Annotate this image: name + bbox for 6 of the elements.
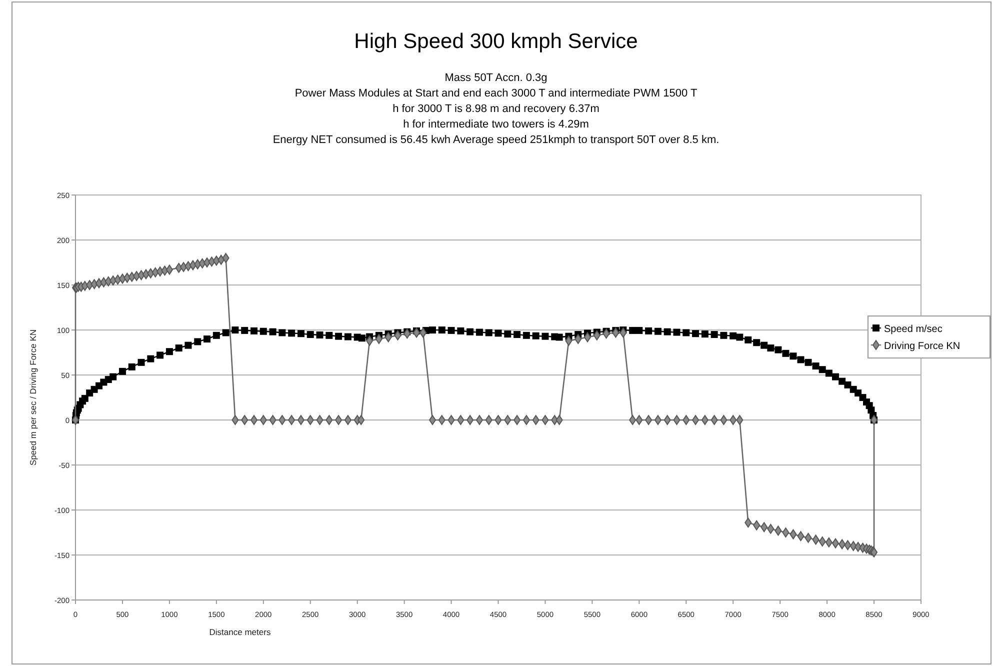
legend-label: Speed m/sec bbox=[884, 324, 942, 335]
y-axis-title: Speed m per sec / Driving Force KN bbox=[28, 329, 38, 466]
chart-subtitle: Mass 50T Accn. 0.3g Power Mass Modules at Start and end each 3000 T and intermediate PWM 1500 T h for 3000 T is 8.98 m and recovery 6.37m h for intermediate two towers is 4.29m Energy NET consumed is 56.45 kwh Average speed 251kmph to transport 50T over 8.5 km. bbox=[272, 72, 720, 146]
legend-label: Driving Force KN bbox=[884, 341, 960, 352]
chart-title: High Speed 300 kmph Service bbox=[354, 30, 638, 53]
x-axis-title: Distance meters bbox=[209, 627, 271, 637]
